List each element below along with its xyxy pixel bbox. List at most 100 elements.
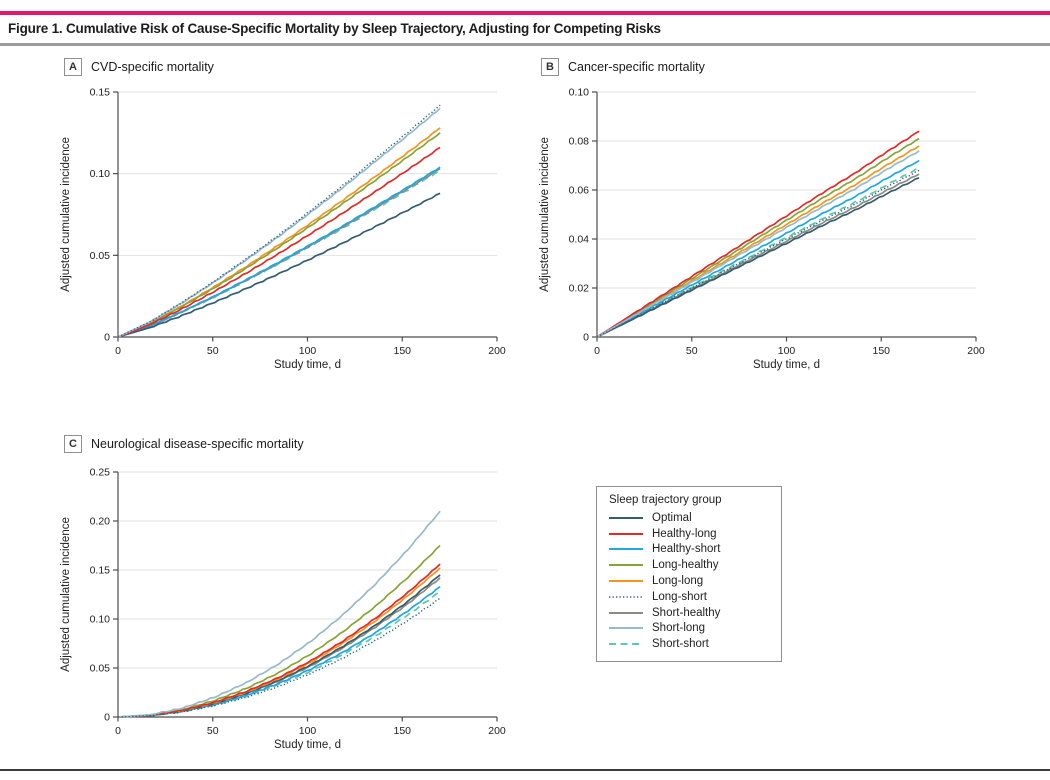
y-tick-label: 0.10: [90, 168, 111, 180]
y-tick-label: 0: [583, 332, 589, 344]
x-axis-label: Study time, d: [753, 359, 820, 371]
top-accent-rule: [0, 11, 1050, 15]
y-axis-label: Adjusted cumulative incidence: [60, 137, 72, 292]
legend-rows: Optimal Healthy-long Healthy-short Long-hea…: [609, 510, 771, 652]
legend-item-short_short: Short-short: [609, 636, 771, 652]
x-tick-label: 200: [488, 725, 506, 737]
series-line-long_healthy: [117, 132, 441, 338]
series-line-long_long: [117, 567, 441, 718]
figure-title: Figure 1. Cumulative Risk of Cause-Speci…: [8, 21, 661, 36]
y-tick-label: 0: [104, 712, 110, 724]
series-line-long_short: [117, 104, 441, 338]
legend-swatch-optimal-icon: [609, 516, 643, 519]
series-line-short_long: [117, 510, 441, 718]
x-tick-label: 100: [778, 345, 796, 357]
series-line-long_short: [117, 597, 441, 718]
x-tick-label: 50: [207, 345, 219, 357]
series-line-long_healthy: [596, 137, 920, 338]
legend-label-long_long: Long-long: [652, 575, 704, 588]
bottom-rule: [0, 769, 1050, 771]
legend-item-optimal: Optimal: [609, 510, 771, 526]
y-tick-label: 0.06: [569, 185, 590, 197]
series-line-healthy_long: [117, 563, 441, 718]
y-tick-label: 0.20: [90, 516, 111, 528]
series-line-optimal: [117, 574, 441, 718]
legend-swatch-short_healthy-icon: [609, 611, 643, 614]
x-tick-label: 200: [488, 345, 506, 357]
legend-label-long_short: Long-short: [652, 590, 707, 603]
x-tick-label: 150: [393, 725, 411, 737]
y-tick-label: 0.02: [569, 283, 590, 295]
x-tick-label: 150: [872, 345, 890, 357]
y-tick-label: 0.08: [569, 136, 590, 148]
y-tick-label: 0.10: [569, 87, 590, 99]
x-tick-label: 200: [967, 345, 985, 357]
chart-cancer-mortality: 0 0.02 0.04 0.06 0.08 0.10 0 50 100 150 200 Adjuste…: [539, 87, 985, 372]
y-tick-label: 0.05: [90, 663, 111, 675]
x-axis-label: Study time, d: [274, 739, 341, 751]
series-line-short_healthy: [117, 577, 441, 718]
x-tick-label: 100: [299, 345, 317, 357]
legend-title: Sleep trajectory group: [609, 494, 722, 506]
series-line-long_healthy: [117, 544, 441, 718]
series-line-short_long: [117, 107, 441, 338]
y-tick-label: 0.04: [569, 234, 590, 246]
series-line-healthy_short: [596, 159, 920, 338]
legend-item-healthy_short: Healthy-short: [609, 542, 771, 558]
legend-item-long_healthy: Long-healthy: [609, 557, 771, 573]
legend-swatch-short_long-icon: [609, 627, 643, 630]
panel-c-header: C Neurological disease-specific mortalit…: [64, 435, 304, 453]
legend-swatch-healthy_short-icon: [609, 548, 643, 551]
x-tick-label: 50: [686, 345, 698, 357]
y-tick-label: 0.05: [90, 250, 111, 262]
legend-item-long_long: Long-long: [609, 573, 771, 589]
panel-a-title: CVD-specific mortality: [91, 60, 214, 74]
x-tick-label: 100: [299, 725, 317, 737]
panel-a-header: A CVD-specific mortality: [64, 58, 214, 76]
y-tick-label: 0.10: [90, 614, 111, 626]
chart-neuro-mortality: 0 0.05 0.10 0.15 0.20 0.25 0 50 100 150 200 Adjuste…: [60, 467, 506, 752]
series-line-long_short: [596, 169, 920, 338]
series-line-healthy_short: [117, 166, 441, 338]
x-tick-label: 0: [115, 345, 121, 357]
y-tick-label: 0.25: [90, 467, 111, 479]
y-tick-label: 0.15: [90, 87, 111, 99]
legend-box: Sleep trajectory group Optimal Healthy-lo…: [596, 486, 782, 663]
series-line-healthy_long: [117, 146, 441, 338]
legend-swatch-long_long-icon: [609, 580, 643, 583]
legend-label-healthy_long: Healthy-long: [652, 527, 717, 540]
series-line-short_long: [596, 150, 920, 338]
series-line-optimal: [117, 192, 441, 338]
y-tick-label: 0: [104, 332, 110, 344]
series-line-healthy_long: [596, 130, 920, 338]
y-axis-label: Adjusted cumulative incidence: [60, 517, 72, 672]
legend-label-optimal: Optimal: [652, 511, 692, 524]
legend-label-healthy_short: Healthy-short: [652, 543, 721, 556]
series-line-optimal: [596, 176, 920, 338]
legend-swatch-short_short-icon: [609, 643, 643, 646]
legend-swatch-long_short-icon: [609, 596, 643, 598]
panel-b-letter-badge: B: [541, 58, 559, 76]
x-tick-label: 0: [115, 725, 121, 737]
series-line-long_long: [117, 127, 441, 338]
y-axis-label: Adjusted cumulative incidence: [539, 137, 551, 292]
legend-item-short_long: Short-long: [609, 621, 771, 637]
legend-item-short_healthy: Short-healthy: [609, 605, 771, 621]
x-tick-label: 50: [207, 725, 219, 737]
y-tick-label: 0.15: [90, 565, 111, 577]
title-divider-rule: [0, 43, 1050, 46]
series-line-short_short: [117, 590, 441, 718]
panel-a-letter-badge: A: [64, 58, 82, 76]
legend-item-long_short: Long-short: [609, 589, 771, 605]
x-tick-label: 0: [594, 345, 600, 357]
panel-b-header: B Cancer-specific mortality: [541, 58, 705, 76]
panel-b-title: Cancer-specific mortality: [568, 60, 705, 74]
legend-swatch-long_healthy-icon: [609, 564, 643, 567]
legend-label-short_long: Short-long: [652, 622, 706, 635]
x-axis-label: Study time, d: [274, 359, 341, 371]
panel-c-title: Neurological disease-specific mortality: [91, 437, 304, 451]
legend-label-short_healthy: Short-healthy: [652, 606, 721, 619]
legend-label-long_healthy: Long-healthy: [652, 559, 719, 572]
panel-c-letter-badge: C: [64, 435, 82, 453]
legend-item-healthy_long: Healthy-long: [609, 526, 771, 542]
